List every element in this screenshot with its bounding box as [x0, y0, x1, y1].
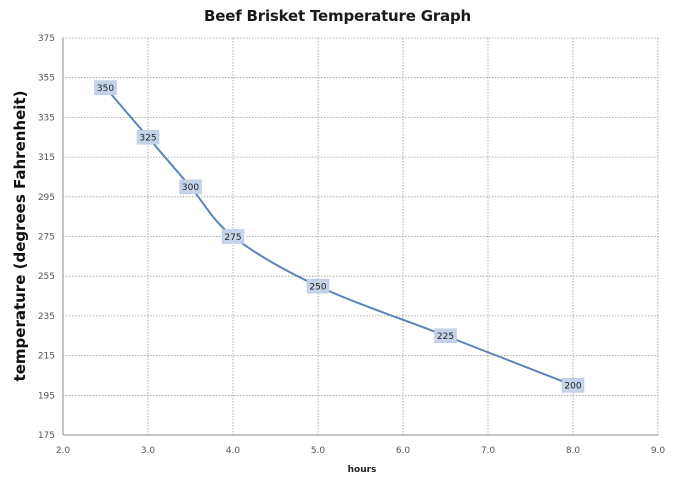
data-label-text: 300 [182, 183, 199, 193]
x-tick-label: 4.0 [226, 446, 241, 456]
y-tick-labels: 175 195 215 235 255 275 295 315 335 355 375 [38, 34, 55, 441]
y-tick-label: 195 [38, 391, 55, 401]
data-label-box [179, 179, 202, 195]
gridlines [63, 37, 659, 435]
data-labels: 350 325 300 275 250 225 200 [94, 80, 585, 393]
chart-title: Beef Brisket Temperature Graph [204, 7, 471, 25]
y-tick-label: 275 [38, 233, 55, 243]
y-tick-label: 375 [38, 34, 55, 44]
x-tick-label: 8.0 [566, 446, 581, 456]
y-tick-label: 255 [38, 272, 55, 282]
y-tick-label: 215 [38, 352, 55, 362]
y-tick-label: 355 [38, 74, 55, 84]
x-tick-label: 5.0 [311, 446, 326, 456]
data-label: 200 [561, 378, 585, 393]
data-label: 275 [221, 229, 245, 244]
y-tick-label: 295 [38, 193, 55, 203]
x-tick-label: 2.0 [56, 446, 71, 456]
axes [62, 38, 658, 436]
x-tick-label: 3.0 [141, 446, 156, 456]
x-tick-labels: 2.0 3.0 4.0 5.0 6.0 7.0 8.0 9.0 [56, 446, 666, 456]
x-tick-label: 7.0 [481, 446, 496, 456]
data-label-text: 350 [97, 84, 114, 94]
y-tick-label: 315 [38, 153, 55, 163]
data-label: 300 [179, 179, 202, 195]
data-label-box [136, 130, 160, 145]
data-label-box [221, 229, 245, 244]
data-label: 225 [434, 328, 457, 343]
data-label-text: 275 [224, 233, 241, 243]
data-label: 350 [94, 80, 117, 95]
y-tick-label: 235 [38, 312, 55, 322]
data-label-box [434, 328, 457, 343]
x-tick-label: 6.0 [396, 446, 411, 456]
data-label-box [94, 80, 117, 95]
x-axis-title: hours [347, 465, 377, 475]
data-label-text: 225 [437, 332, 454, 342]
data-label: 250 [306, 278, 330, 294]
x-tick-label: 9.0 [651, 446, 666, 456]
data-label-box [306, 278, 330, 294]
y-tick-label: 335 [38, 113, 55, 123]
y-tick-label: 175 [38, 431, 55, 441]
data-label-box [561, 378, 585, 393]
data-label-text: 200 [564, 382, 581, 392]
data-label-text: 325 [139, 134, 156, 144]
data-label: 325 [136, 130, 160, 145]
data-label-text: 250 [309, 282, 326, 292]
